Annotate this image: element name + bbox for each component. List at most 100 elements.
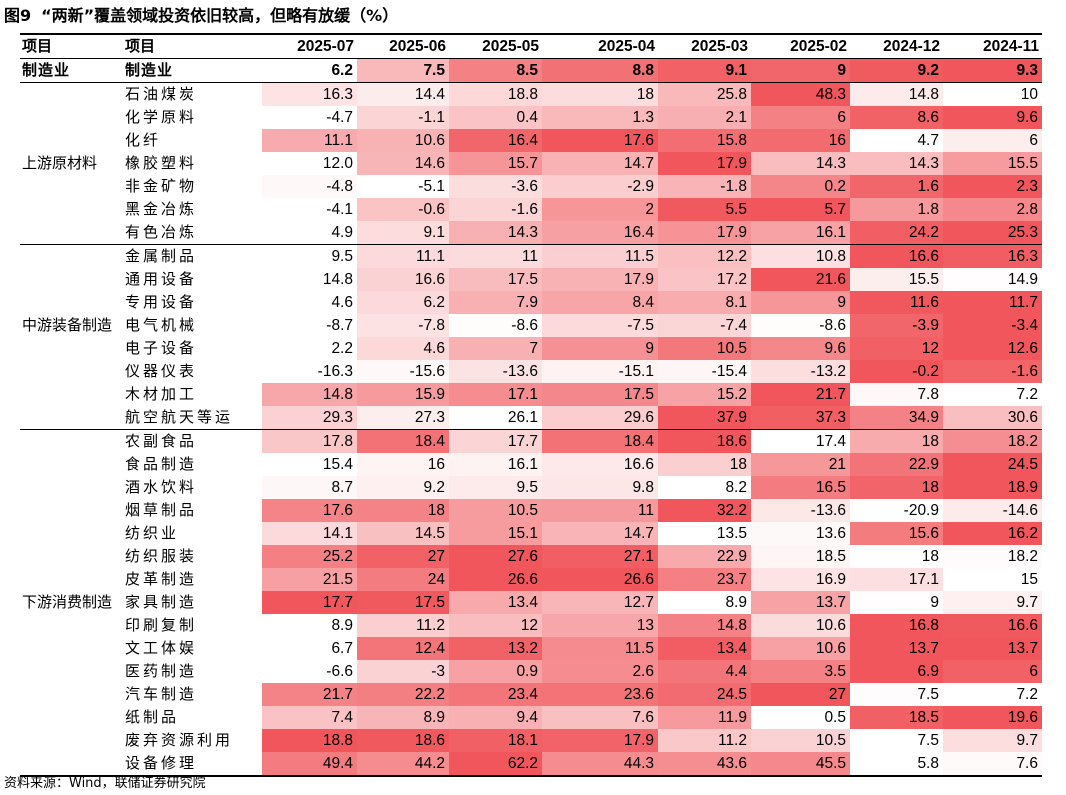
heatmap-cell: 6 xyxy=(751,106,850,129)
heatmap-cell: 3.5 xyxy=(751,660,850,683)
heatmap-cell: 11.9 xyxy=(658,706,751,729)
heatmap-cell: 21.7 xyxy=(262,683,357,706)
heatmap-cell: 18.2 xyxy=(943,545,1042,568)
heatmap-cell: 15.1 xyxy=(449,522,542,545)
heatmap-cell: 7.5 xyxy=(850,729,943,752)
heatmap-cell: 14.7 xyxy=(542,522,658,545)
heatmap-cell: 22.9 xyxy=(850,453,943,476)
heatmap-cell: 17.9 xyxy=(542,268,658,291)
heatmap-table: 项目 项目 2025-07 2025-06 2025-05 2025-04 20… xyxy=(20,33,1042,777)
heatmap-cell: 25.2 xyxy=(262,545,357,568)
heatmap-cell: 6.2 xyxy=(357,291,449,314)
section-spacer xyxy=(20,337,123,360)
heatmap-cell: 49.4 xyxy=(262,752,357,777)
heatmap-cell: 27.3 xyxy=(357,406,449,430)
table-row: 仪器仪表 -16.3 -15.6 -13.6 -15.1 -15.4 -13.2 -0.2 -1… xyxy=(20,360,1042,383)
heatmap-cell: 13 xyxy=(542,614,658,637)
heatmap-cell: 15.7 xyxy=(449,152,542,175)
table-row: 文工体娱 6.7 12.4 13.2 11.5 13.4 10.6 13.7 13.7 xyxy=(20,637,1042,660)
heatmap-cell: 21.7 xyxy=(751,383,850,406)
table-row: 通用设备 14.8 16.6 17.5 17.9 17.2 21.6 15.5 14.9 xyxy=(20,268,1042,291)
section-spacer xyxy=(20,360,123,383)
heatmap-cell: 5.8 xyxy=(850,752,943,777)
heatmap-cell: 14.8 xyxy=(262,383,357,406)
table-row: 木材加工 14.8 15.9 17.1 17.5 15.2 21.7 7.8 7.2 xyxy=(20,383,1042,406)
heatmap-cell: 16.3 xyxy=(262,82,357,106)
section-spacer xyxy=(20,129,123,152)
heatmap-cell: 5.5 xyxy=(658,198,751,221)
industry-label: 木材加工 xyxy=(125,385,198,403)
table-body: 制造业 制造业 6.2 7.5 8.5 8.8 9.1 9 9.2 9.3 石油煤炭 16.3 14.4… xyxy=(20,58,1042,777)
heatmap-cell: 7.2 xyxy=(943,383,1042,406)
heatmap-cell: 9.6 xyxy=(943,106,1042,129)
heatmap-cell: 17.9 xyxy=(658,221,751,245)
industry-label: 文工体娱 xyxy=(125,639,198,657)
heatmap-cell: 6.9 xyxy=(850,660,943,683)
col-header: 2025-05 xyxy=(449,33,542,59)
table-row: 电子设备 2.2 4.6 7 9 10.5 9.6 12 12.6 xyxy=(20,337,1042,360)
heatmap-cell: 34.9 xyxy=(850,406,943,430)
section-spacer xyxy=(20,683,123,706)
heatmap-cell: 17.4 xyxy=(751,429,850,453)
heatmap-cell: 18.8 xyxy=(262,729,357,752)
heatmap-cell: -7.8 xyxy=(357,314,449,337)
heatmap-cell: 8.7 xyxy=(262,476,357,499)
table-row: 印刷复制 8.9 11.2 12 13 14.8 10.6 16.8 16.6 xyxy=(20,614,1042,637)
heatmap-cell: 14.8 xyxy=(658,614,751,637)
heatmap-cell: 14.7 xyxy=(542,152,658,175)
heatmap-cell: 16.3 xyxy=(943,244,1042,268)
heatmap-cell: 26.1 xyxy=(449,406,542,430)
heatmap-cell: 11.2 xyxy=(357,614,449,637)
industry-label: 金属制品 xyxy=(125,247,198,265)
heatmap-cell: 18.4 xyxy=(542,429,658,453)
heatmap-cell: 7.5 xyxy=(850,683,943,706)
heatmap-cell: 9.5 xyxy=(262,244,357,268)
heatmap-cell: 16.1 xyxy=(449,453,542,476)
heatmap-cell: 16.4 xyxy=(542,221,658,245)
table-row: 航空航天等运 29.3 27.3 26.1 29.6 37.9 37.3 34.9 30.6 xyxy=(20,406,1042,430)
heatmap-cell: 15.5 xyxy=(850,268,943,291)
heatmap-cell: 9.2 xyxy=(357,476,449,499)
heatmap-cell: 9.3 xyxy=(943,58,1042,83)
heatmap-cell: 17.9 xyxy=(658,152,751,175)
table-row: 纺织服装 25.2 27 27.6 27.1 22.9 18.5 18 18.2 xyxy=(20,545,1042,568)
heatmap-cell: -0.2 xyxy=(850,360,943,383)
heatmap-cell: -7.5 xyxy=(542,314,658,337)
table-row: 纸制品 7.4 8.9 9.4 7.6 11.9 0.5 18.5 19.6 xyxy=(20,706,1042,729)
heatmap-cell: 17.7 xyxy=(262,591,357,614)
heatmap-cell: 1.6 xyxy=(850,175,943,198)
heatmap-cell: 6.7 xyxy=(262,637,357,660)
heatmap-cell: 8.9 xyxy=(262,614,357,637)
summary-group-label: 制造业 xyxy=(20,58,123,83)
heatmap-cell: 10 xyxy=(943,82,1042,106)
heatmap-cell: -4.8 xyxy=(262,175,357,198)
section-label: 下游消费制造 xyxy=(22,593,113,611)
heatmap-cell: 9.1 xyxy=(658,58,751,83)
section-spacer xyxy=(20,499,123,522)
heatmap-cell: 18.6 xyxy=(658,429,751,453)
heatmap-cell: 16.6 xyxy=(542,453,658,476)
heatmap-cell: 44.2 xyxy=(357,752,449,777)
heatmap-cell: 1.8 xyxy=(850,198,943,221)
heatmap-cell: 44.3 xyxy=(542,752,658,777)
heatmap-cell: 21 xyxy=(751,453,850,476)
heatmap-cell: 4.7 xyxy=(850,129,943,152)
section-spacer xyxy=(20,752,123,777)
heatmap-cell: 11.5 xyxy=(542,244,658,268)
heatmap-cell: 12.6 xyxy=(943,337,1042,360)
section-spacer xyxy=(20,614,123,637)
heatmap-cell: -6.6 xyxy=(262,660,357,683)
table-row: 中游装备制造 电气机械 -8.7 -7.8 -8.6 -7.5 -7.4 -8.6 -3.9 -3… xyxy=(20,314,1042,337)
industry-label: 专用设备 xyxy=(125,293,198,311)
industry-label: 食品制造 xyxy=(125,455,198,473)
heatmap-cell: -0.6 xyxy=(357,198,449,221)
heatmap-cell: 24 xyxy=(357,568,449,591)
heatmap-cell: 24.5 xyxy=(658,683,751,706)
figure-number: 图9 xyxy=(4,6,32,25)
heatmap-cell: 15.6 xyxy=(850,522,943,545)
heatmap-cell: 23.6 xyxy=(542,683,658,706)
heatmap-cell: 27 xyxy=(751,683,850,706)
source-note: 资料来源：Wind，联储证券研究院 xyxy=(4,776,206,791)
heatmap-cell: -3 xyxy=(357,660,449,683)
heatmap-cell: -1.8 xyxy=(658,175,751,198)
